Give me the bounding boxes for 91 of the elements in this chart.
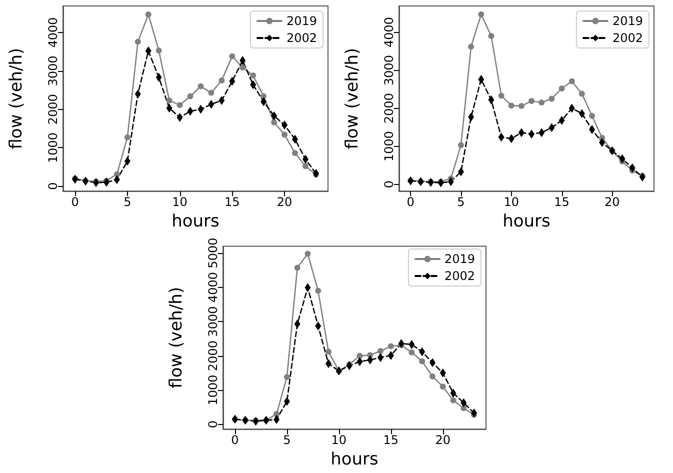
point <box>187 93 194 100</box>
point <box>114 171 120 178</box>
point <box>498 92 504 99</box>
point <box>408 340 415 349</box>
point <box>282 132 288 138</box>
y-tick-label: 0 <box>382 180 396 188</box>
y-tick-label: 3000 <box>382 54 396 86</box>
y-axis-title: flow (veh/h) <box>342 48 362 150</box>
point <box>408 349 415 356</box>
point <box>471 408 478 418</box>
y-axis-title: flow (veh/h) <box>166 286 186 388</box>
point <box>229 53 236 60</box>
point <box>176 102 183 108</box>
point <box>450 397 456 404</box>
point <box>124 134 130 140</box>
y-tick-label: 1000 <box>206 374 220 406</box>
legend-label: 2019 <box>286 14 318 28</box>
y-tick-label: 0 <box>46 182 60 190</box>
y-tick-label: 1000 <box>382 130 396 162</box>
point <box>166 97 172 104</box>
point <box>156 48 162 54</box>
point <box>578 90 585 97</box>
y-tick-label: 0 <box>206 420 220 428</box>
y-tick-label: 2000 <box>206 340 220 372</box>
x-tick-label: 20 <box>276 195 292 210</box>
x-tick-label: 15 <box>554 195 570 210</box>
point <box>326 348 332 355</box>
point <box>589 112 596 119</box>
y-axis-title: flow (veh/h) <box>6 48 26 150</box>
point <box>377 348 384 354</box>
x-tick-label: 5 <box>457 195 465 210</box>
point <box>271 119 278 126</box>
y-tick-label: 4000 <box>46 17 60 48</box>
x-tick-label: 5 <box>283 433 291 448</box>
point <box>488 33 494 40</box>
point <box>250 72 256 79</box>
point <box>548 96 555 102</box>
point <box>274 411 280 418</box>
y-tick-label: 1000 <box>46 132 60 163</box>
point <box>284 374 290 380</box>
x-axis-title: hours <box>172 212 220 232</box>
x-tick-label: 5 <box>124 195 132 210</box>
point <box>568 78 575 84</box>
y-tick-label: 2000 <box>382 92 396 124</box>
y-tick-label: 4000 <box>206 272 220 303</box>
x-axis-title: hours <box>330 450 379 470</box>
point <box>478 11 484 18</box>
x-tick-label: 15 <box>383 433 399 448</box>
x-tick-label: 15 <box>224 195 240 210</box>
point <box>145 11 152 18</box>
legend-label: 2002 <box>286 31 318 45</box>
legend-label: 2019 <box>444 252 476 266</box>
x-tick-label: 0 <box>406 195 414 210</box>
x-tick-label: 10 <box>504 195 520 210</box>
point <box>240 64 246 70</box>
legend-label: 2002 <box>444 269 476 283</box>
x-tick-label: 20 <box>604 195 620 210</box>
point <box>558 85 565 92</box>
legend-label: 2002 <box>612 31 644 45</box>
x-tick-label: 20 <box>435 433 450 448</box>
y-tick-label: 3000 <box>206 306 220 337</box>
point <box>302 163 308 170</box>
point <box>538 100 545 106</box>
x-tick-label: 0 <box>231 433 239 448</box>
y-tick-label: 4000 <box>382 16 396 48</box>
y-tick-label: 2000 <box>46 94 60 125</box>
point <box>429 373 436 380</box>
point <box>419 358 426 364</box>
y-tick-label: 3000 <box>46 56 60 86</box>
y-tick-label: 5000 <box>206 238 220 268</box>
x-tick-label: 10 <box>331 433 347 448</box>
x-tick-label: 0 <box>71 195 79 210</box>
point <box>388 343 394 350</box>
point <box>468 44 474 50</box>
point <box>315 288 322 294</box>
point <box>508 102 514 109</box>
legend-label: 2019 <box>612 14 644 28</box>
point <box>440 384 446 390</box>
point <box>134 38 141 45</box>
point <box>218 78 225 84</box>
point <box>208 90 214 96</box>
point <box>458 142 464 148</box>
x-axis-title: hours <box>502 212 551 232</box>
point <box>294 264 300 271</box>
point <box>528 98 535 104</box>
point <box>518 102 524 109</box>
point <box>292 150 298 156</box>
x-tick-label: 10 <box>172 195 188 210</box>
point <box>304 250 311 257</box>
point <box>356 352 363 359</box>
point <box>198 83 204 90</box>
